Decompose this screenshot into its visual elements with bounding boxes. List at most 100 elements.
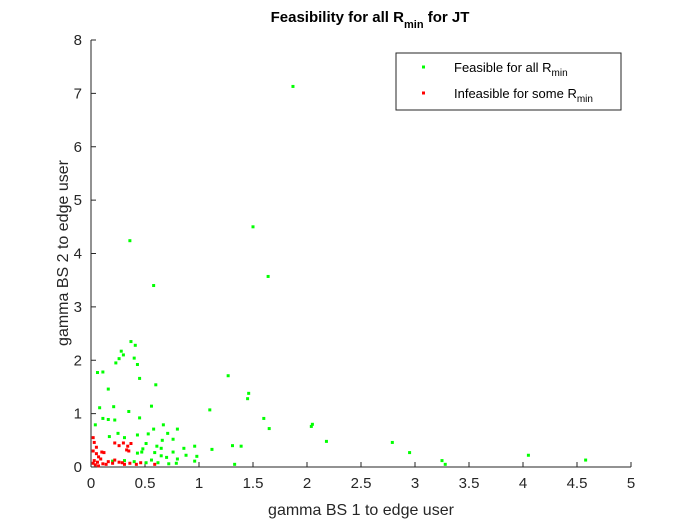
feasible-point: [182, 446, 186, 450]
feasible-point: [174, 461, 178, 465]
feasible-point: [128, 239, 132, 243]
feasible-point: [135, 363, 139, 367]
y-tick-label: 0: [74, 459, 82, 476]
infeasible-point: [99, 457, 103, 461]
legend: Feasible for all Rmin Infeasible for som…: [395, 52, 622, 111]
infeasible-point: [122, 462, 126, 466]
feasible-point: [106, 417, 110, 421]
y-tick-label: 5: [74, 192, 82, 209]
feasible-point: [156, 461, 160, 465]
infeasible-point: [153, 462, 157, 466]
infeasible-point: [134, 462, 138, 466]
legend-label-infeasible: Infeasible for some Rmin: [454, 86, 593, 105]
feasible-point: [390, 440, 394, 444]
feasible-point: [135, 451, 139, 455]
feasible-point: [153, 451, 157, 455]
infeasible-point: [94, 445, 98, 449]
feasible-point: [119, 349, 123, 353]
feasible-point: [98, 406, 102, 410]
feasible-point: [111, 459, 115, 463]
infeasible-point: [93, 463, 97, 467]
feasible-point: [159, 454, 163, 458]
feasible-point: [141, 447, 145, 451]
infeasible-point: [111, 461, 115, 465]
x-tick-label: 4: [519, 475, 527, 492]
feasible-point: [144, 442, 148, 446]
y-tick-label: 7: [74, 85, 82, 102]
feasible-point: [132, 460, 136, 464]
infeasible-point: [94, 452, 98, 456]
feasible-point: [208, 408, 212, 412]
feasible-point: [291, 84, 295, 88]
feasible-point: [171, 437, 175, 441]
feasible-point: [112, 405, 116, 409]
infeasible-point: [91, 461, 95, 465]
feasible-point: [146, 432, 150, 436]
infeasible-point: [117, 444, 121, 448]
y-tick-label: 3: [74, 299, 82, 316]
feasible-point: [239, 444, 243, 448]
infeasible-point: [97, 464, 101, 468]
feasible-point: [133, 343, 137, 347]
feasible-point: [154, 383, 158, 387]
x-tick-label: 2.5: [351, 475, 372, 492]
infeasible-point: [100, 450, 104, 454]
feasible-point: [166, 431, 170, 435]
y-axis-label: gamma BS 2 to edge user: [55, 159, 72, 346]
feasible-point: [443, 462, 447, 466]
feasible-point: [526, 453, 530, 457]
feasible-point: [161, 423, 165, 427]
infeasible-point: [113, 441, 117, 445]
feasible-point: [113, 418, 117, 422]
legend-marker-infeasible: [422, 91, 425, 95]
x-tick-label: 3: [411, 475, 419, 492]
infeasible-point: [120, 461, 124, 465]
feasible-point: [267, 427, 271, 431]
feasible-point: [138, 416, 142, 420]
series-feasible: [93, 84, 588, 466]
feasible-point: [247, 391, 251, 395]
infeasible-point: [125, 448, 129, 452]
y-tick-label: 4: [74, 246, 82, 263]
feasible-point: [101, 370, 105, 374]
infeasible-point: [126, 444, 130, 448]
feasible-point: [309, 424, 313, 428]
feasible-point: [117, 357, 121, 361]
infeasible-point: [113, 458, 117, 462]
feasible-point: [138, 376, 142, 380]
x-tick-label: 1.5: [243, 475, 264, 492]
legend-box: [395, 52, 622, 111]
feasible-point: [114, 361, 118, 365]
feasible-point: [106, 387, 110, 391]
feasible-point: [266, 274, 270, 278]
infeasible-point: [127, 449, 131, 453]
feasible-point: [184, 453, 188, 457]
x-tick-label: 0.5: [135, 475, 156, 492]
feasible-point: [93, 423, 97, 427]
feasible-point: [584, 458, 588, 462]
feasible-point: [116, 431, 120, 435]
feasible-point: [193, 444, 197, 448]
infeasible-point: [95, 460, 99, 464]
feasible-point: [175, 427, 179, 431]
feasible-point: [121, 353, 125, 357]
feasible-point: [135, 433, 139, 437]
feasible-point: [132, 356, 136, 360]
y-tick-label: 2: [74, 352, 82, 369]
feasible-point: [175, 457, 179, 461]
feasible-point: [149, 458, 153, 462]
feasible-point: [195, 454, 199, 458]
x-tick-label: 1: [195, 475, 203, 492]
feasible-point: [226, 374, 230, 378]
feasible-point: [440, 459, 444, 463]
feasible-point: [127, 409, 131, 413]
infeasible-point: [117, 460, 121, 464]
x-tick-label: 0: [87, 475, 95, 492]
feasible-point: [101, 416, 105, 420]
x-tick-label: 4.5: [567, 475, 588, 492]
infeasible-point: [92, 440, 96, 444]
infeasible-point: [106, 460, 110, 464]
series-infeasible: [91, 436, 157, 468]
infeasible-point: [91, 436, 95, 440]
